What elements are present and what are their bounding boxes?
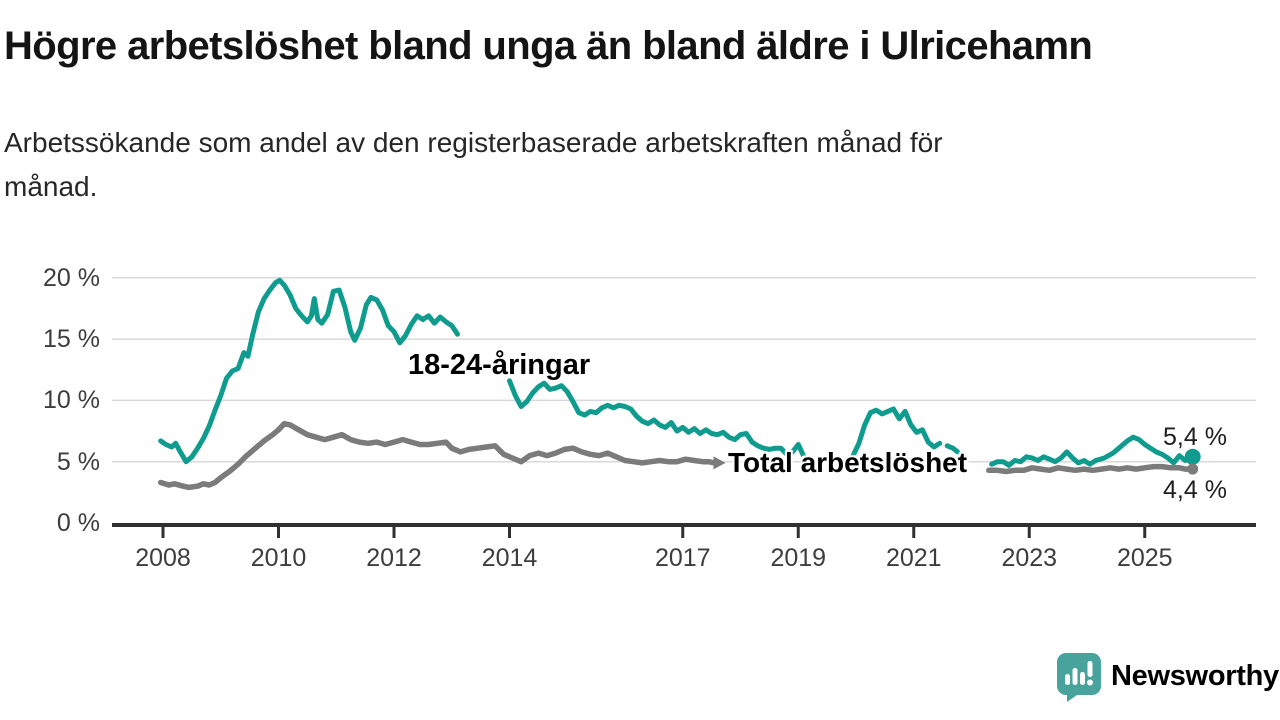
y-axis-label: 20 % — [43, 263, 100, 292]
y-axis-label: 5 % — [56, 447, 100, 476]
x-axis-label: 2025 — [1116, 544, 1173, 572]
x-axis-label: 2023 — [1001, 544, 1058, 572]
series-line-18-24 — [944, 443, 961, 455]
subtitle-line: månad. — [4, 170, 98, 202]
end-dot-total — [1187, 463, 1199, 475]
subtitle-line: Arbetssökande som andel av den registerb… — [4, 127, 943, 158]
end-dot-18-24 — [1184, 448, 1201, 465]
y-axis-label: 0 % — [56, 509, 100, 537]
x-axis-label: 2008 — [135, 544, 191, 572]
end-value-label-total: 4,4 % — [1163, 476, 1227, 504]
x-axis-label: 2010 — [250, 544, 307, 572]
series-line-total — [986, 463, 1196, 475]
newsworthy-logo-icon — [1057, 653, 1101, 702]
x-axis-label: 2021 — [885, 544, 942, 572]
x-axis-label: 2019 — [770, 544, 827, 572]
newsworthy-logo-text: Newsworthy — [1111, 660, 1279, 692]
series-line-total — [157, 420, 718, 491]
page-title: Högre arbetslöshet bland unga än bland ä… — [4, 24, 1093, 68]
series-line-18-24 — [507, 378, 813, 462]
y-axis-label: 10 % — [43, 386, 100, 415]
x-axis-label: 2017 — [654, 544, 711, 572]
newsworthy-logo: Newsworthy — [1056, 652, 1279, 704]
series-line-18-24 — [989, 434, 1196, 468]
x-axis-label: 2014 — [481, 544, 538, 572]
end-value-label-18-24: 5,4 % — [1163, 423, 1227, 451]
series-label-total: Total arbetslöshet — [728, 447, 968, 478]
label-arrow — [713, 456, 726, 470]
series-line-18-24 — [158, 277, 460, 465]
chart-subtitle: Arbetssökande som andel av den registerb… — [4, 121, 1224, 208]
x-axis-label: 2012 — [366, 544, 422, 572]
series-label-18-24: 18-24-åringar — [408, 349, 591, 381]
y-axis-label: 15 % — [43, 325, 100, 354]
series-line-18-24 — [850, 406, 943, 459]
